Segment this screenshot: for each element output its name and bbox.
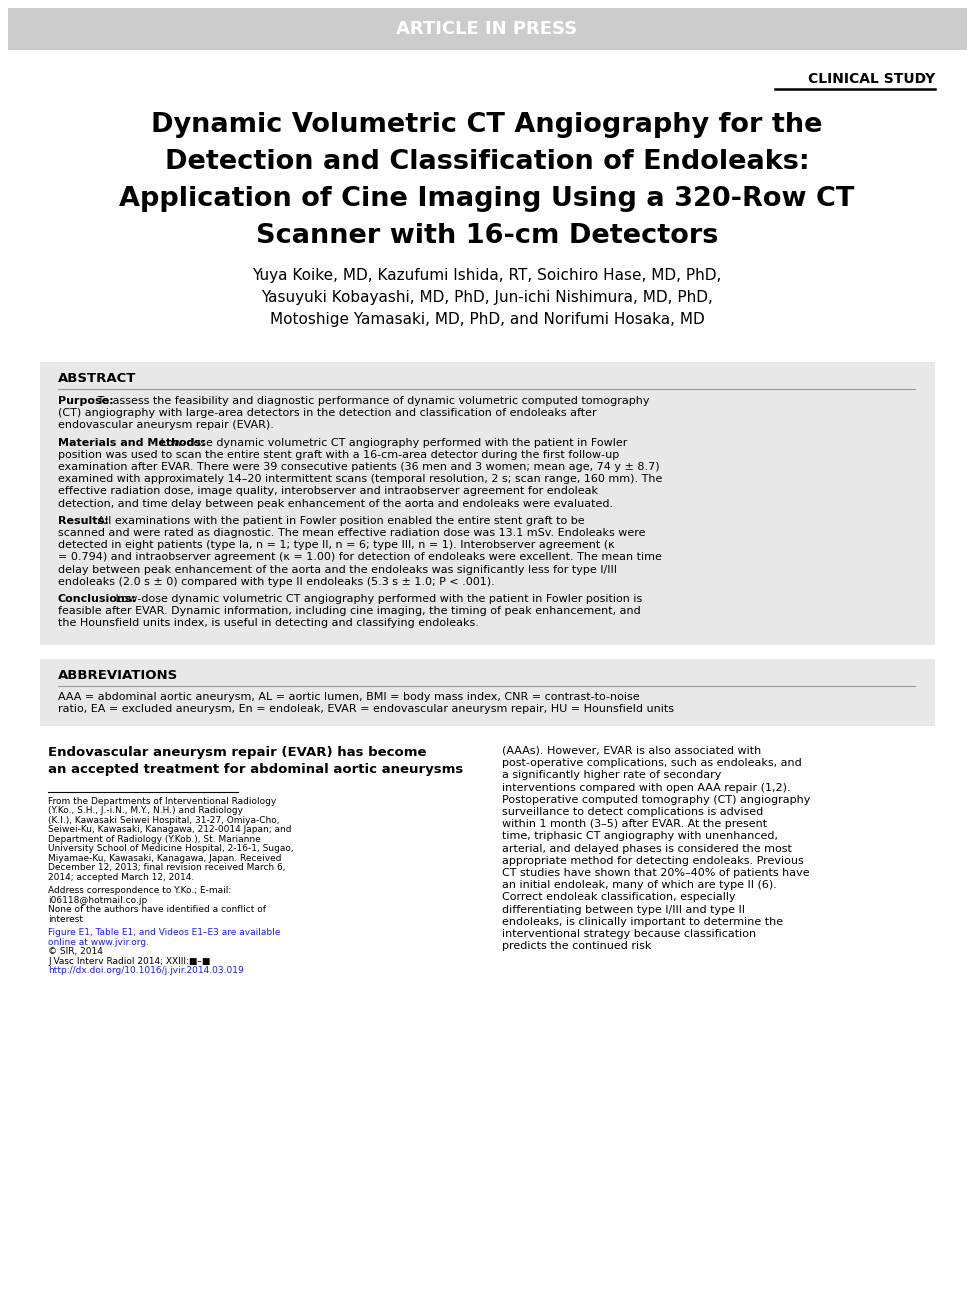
Text: post-operative complications, such as endoleaks, and: post-operative complications, such as en… [502,758,801,769]
Text: Detection and Classification of Endoleaks:: Detection and Classification of Endoleak… [165,149,809,175]
Text: December 12, 2013; final revision received March 6,: December 12, 2013; final revision receiv… [48,864,286,873]
Text: a significantly higher rate of secondary: a significantly higher rate of secondary [502,770,722,780]
Text: detection, and time delay between peak enhancement of the aorta and endoleaks we: detection, and time delay between peak e… [58,499,613,509]
Text: time, triphasic CT angiography with unenhanced,: time, triphasic CT angiography with unen… [502,831,778,842]
Text: an initial endoleak, many of which are type II (6).: an initial endoleak, many of which are t… [502,880,777,890]
Text: ratio, EA = excluded aneurysm, En = endoleak, EVAR = endovascular aneurysm repai: ratio, EA = excluded aneurysm, En = endo… [58,703,674,714]
Text: None of the authors have identified a conflict of: None of the authors have identified a co… [48,906,266,915]
Text: Application of Cine Imaging Using a 320-Row CT: Application of Cine Imaging Using a 320-… [119,187,855,211]
Text: Department of Radiology (Y.Kob.), St. Marianne: Department of Radiology (Y.Kob.), St. Ma… [48,835,260,844]
Text: Endovascular aneurysm repair (EVAR) has become: Endovascular aneurysm repair (EVAR) has … [48,746,426,760]
Text: Postoperative computed tomography (CT) angiography: Postoperative computed tomography (CT) a… [502,795,810,805]
Text: Yuya Koike, MD, Kazufumi Ishida, RT, Soichiro Hase, MD, PhD,: Yuya Koike, MD, Kazufumi Ishida, RT, Soi… [253,268,722,283]
Text: feasible after EVAR. Dynamic information, including cine imaging, the timing of : feasible after EVAR. Dynamic information… [58,607,641,616]
Text: differentiating between type I/III and type II: differentiating between type I/III and t… [502,904,745,915]
Text: All examinations with the patient in Fowler position enabled the entire stent gr: All examinations with the patient in Fow… [95,515,585,526]
Text: i06118@hotmail.co.jp: i06118@hotmail.co.jp [48,897,147,904]
Text: Materials and Methods:: Materials and Methods: [58,437,206,448]
Text: interventions compared with open AAA repair (1,2).: interventions compared with open AAA rep… [502,783,791,792]
Text: University School of Medicine Hospital, 2-16-1, Sugao,: University School of Medicine Hospital, … [48,844,293,853]
Text: endoleaks (2.0 s ± 0) compared with type II endoleaks (5.3 s ± 1.0; P < .001).: endoleaks (2.0 s ± 0) compared with type… [58,577,494,587]
Text: the Hounsfield units index, is useful in detecting and classifying endoleaks.: the Hounsfield units index, is useful in… [58,619,479,629]
Text: = 0.794) and intraobserver agreement (κ = 1.00) for detection of endoleaks were : = 0.794) and intraobserver agreement (κ … [58,552,662,562]
Text: detected in eight patients (type Ia, n = 1; type II, n = 6; type III, n = 1). In: detected in eight patients (type Ia, n =… [58,540,614,551]
FancyBboxPatch shape [40,361,935,645]
Text: ABSTRACT: ABSTRACT [58,372,137,385]
Text: interventional strategy because classification: interventional strategy because classifi… [502,929,757,940]
Text: Address correspondence to Y.Ko.; E-mail:: Address correspondence to Y.Ko.; E-mail: [48,886,231,895]
Text: http://dx.doi.org/10.1016/j.jvir.2014.03.019: http://dx.doi.org/10.1016/j.jvir.2014.03… [48,967,244,976]
Text: Results:: Results: [58,515,108,526]
FancyBboxPatch shape [40,659,935,726]
Text: position was used to scan the entire stent graft with a 16-cm-area detector duri: position was used to scan the entire ste… [58,450,619,459]
Text: Figure E1, Table E1, and Videos E1–E3 are available: Figure E1, Table E1, and Videos E1–E3 ar… [48,928,281,937]
Text: endovascular aneurysm repair (EVAR).: endovascular aneurysm repair (EVAR). [58,420,274,431]
Text: Low-dose dynamic volumetric CT angiography performed with the patient in Fowler: Low-dose dynamic volumetric CT angiograp… [157,437,628,448]
Text: J Vasc Interv Radiol 2014; XXIII:■–■: J Vasc Interv Radiol 2014; XXIII:■–■ [48,957,211,966]
Text: Dynamic Volumetric CT Angiography for the: Dynamic Volumetric CT Angiography for th… [151,112,823,138]
Text: To assess the feasibility and diagnostic performance of dynamic volumetric compu: To assess the feasibility and diagnostic… [95,395,649,406]
Text: (CT) angiography with large-area detectors in the detection and classification o: (CT) angiography with large-area detecto… [58,408,597,418]
Text: within 1 month (3–5) after EVAR. At the present: within 1 month (3–5) after EVAR. At the … [502,820,767,829]
Text: delay between peak enhancement of the aorta and the endoleaks was significantly : delay between peak enhancement of the ao… [58,565,617,574]
Text: CLINICAL STUDY: CLINICAL STUDY [807,72,935,86]
Text: arterial, and delayed phases is considered the most: arterial, and delayed phases is consider… [502,843,792,853]
Text: Scanner with 16-cm Detectors: Scanner with 16-cm Detectors [255,223,719,249]
Text: 2014; accepted March 12, 2014.: 2014; accepted March 12, 2014. [48,873,194,882]
Text: surveillance to detect complications is advised: surveillance to detect complications is … [502,806,763,817]
Text: (AAAs). However, EVAR is also associated with: (AAAs). However, EVAR is also associated… [502,746,761,756]
Text: (Y.Ko., S.H., J.-i.N., M.Y., N.H.) and Radiology: (Y.Ko., S.H., J.-i.N., M.Y., N.H.) and R… [48,806,243,816]
Text: Low-dose dynamic volumetric CT angiography performed with the patient in Fowler : Low-dose dynamic volumetric CT angiograp… [112,594,643,604]
Text: AAA = abdominal aortic aneurysm, AL = aortic lumen, BMI = body mass index, CNR =: AAA = abdominal aortic aneurysm, AL = ao… [58,692,640,702]
Text: online at www.jvir.org.: online at www.jvir.org. [48,938,149,947]
Text: predicts the continued risk: predicts the continued risk [502,941,651,951]
Text: Correct endoleak classification, especially: Correct endoleak classification, especia… [502,893,735,902]
Text: endoleaks, is clinically important to determine the: endoleaks, is clinically important to de… [502,917,783,927]
Text: interest: interest [48,915,83,924]
Text: scanned and were rated as diagnostic. The mean effective radiation dose was 13.1: scanned and were rated as diagnostic. Th… [58,529,645,538]
Text: examination after EVAR. There were 39 consecutive patients (36 men and 3 women; : examination after EVAR. There were 39 co… [58,462,660,472]
Text: Miyamae-Ku, Kawasaki, Kanagawa, Japan. Received: Miyamae-Ku, Kawasaki, Kanagawa, Japan. R… [48,853,282,863]
Text: (K.I.), Kawasaki Seiwei Hospital, 31-27, Omiya-Cho,: (K.I.), Kawasaki Seiwei Hospital, 31-27,… [48,816,280,825]
Text: an accepted treatment for abdominal aortic aneurysms: an accepted treatment for abdominal aort… [48,763,463,776]
Text: ARTICLE IN PRESS: ARTICLE IN PRESS [397,20,577,38]
Text: From the Departments of Interventional Radiology: From the Departments of Interventional R… [48,797,276,806]
Text: Conclusions:: Conclusions: [58,594,137,604]
Text: Yasuyuki Kobayashi, MD, PhD, Jun-ichi Nishimura, MD, PhD,: Yasuyuki Kobayashi, MD, PhD, Jun-ichi Ni… [261,290,713,305]
FancyBboxPatch shape [8,8,967,50]
Text: ABBREVIATIONS: ABBREVIATIONS [58,668,178,681]
Text: Purpose:: Purpose: [58,395,114,406]
Text: Seiwei-Ku, Kawasaki, Kanagawa, 212-0014 Japan; and: Seiwei-Ku, Kawasaki, Kanagawa, 212-0014 … [48,826,292,834]
Text: Motoshige Yamasaki, MD, PhD, and Norifumi Hosaka, MD: Motoshige Yamasaki, MD, PhD, and Norifum… [270,312,704,328]
Text: examined with approximately 14–20 intermittent scans (temporal resolution, 2 s; : examined with approximately 14–20 interm… [58,474,662,484]
Text: appropriate method for detecting endoleaks. Previous: appropriate method for detecting endolea… [502,856,803,865]
Text: © SIR, 2014: © SIR, 2014 [48,947,103,957]
Text: effective radiation dose, image quality, interobserver and intraobserver agreeme: effective radiation dose, image quality,… [58,487,598,496]
Text: CT studies have shown that 20%–40% of patients have: CT studies have shown that 20%–40% of pa… [502,868,809,878]
